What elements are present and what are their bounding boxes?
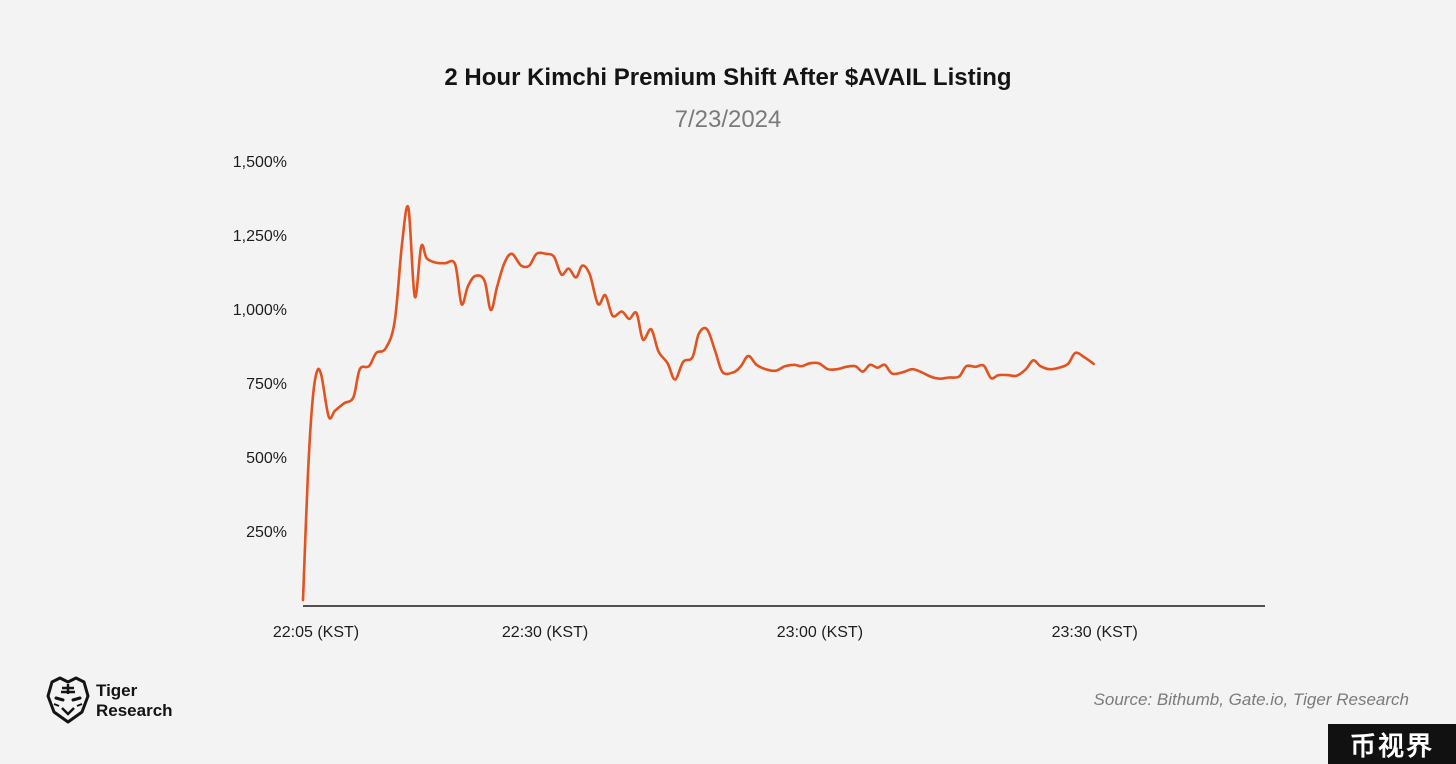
chart-title: 2 Hour Kimchi Premium Shift After $AVAIL… <box>444 64 1012 91</box>
series-line <box>301 204 1095 602</box>
y-tick-label: 750% <box>246 376 287 393</box>
logo-line-2: Research <box>96 701 173 720</box>
y-tick-label: 1,500% <box>233 154 287 171</box>
tiger-head-icon <box>46 676 90 724</box>
y-axis-ticks: 250% 500% 750% 1,000% 1,250% 1,500% <box>233 154 287 541</box>
x-tick-label: 23:00 (KST) <box>777 624 863 641</box>
y-tick-label: 1,250% <box>233 228 287 245</box>
source-note: Source: Bithumb, Gate.io, Tiger Research <box>1093 690 1409 709</box>
x-tick-label: 22:30 (KST) <box>502 624 588 641</box>
y-tick-label: 500% <box>246 450 287 467</box>
tiger-research-logo: Tiger Research <box>46 676 186 726</box>
x-tick-label: 22:05 (KST) <box>273 624 359 641</box>
y-tick-label: 250% <box>246 524 287 541</box>
logo-line-1: Tiger <box>96 681 138 700</box>
chart-subtitle: 7/23/2024 <box>674 106 782 133</box>
x-tick-label: 23:30 (KST) <box>1052 624 1138 641</box>
y-tick-label: 1,000% <box>233 302 287 319</box>
watermark: 币视界 <box>1328 724 1456 764</box>
x-axis-ticks: 22:05 (KST) 22:30 (KST) 23:00 (KST) 23:30 (… <box>273 624 1138 641</box>
